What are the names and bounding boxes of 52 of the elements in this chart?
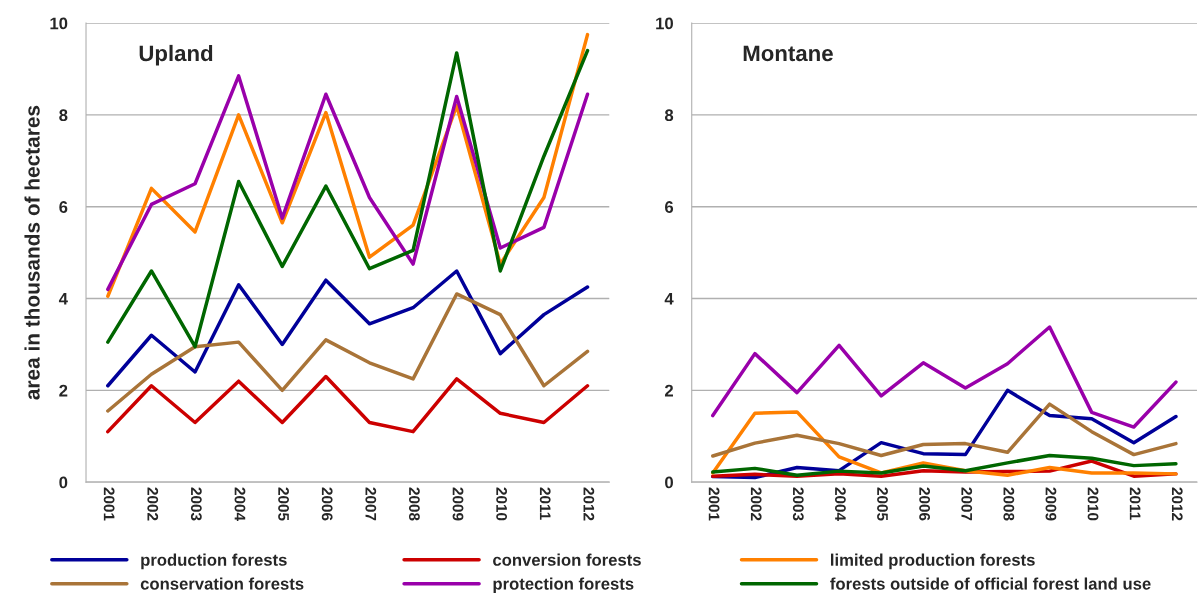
legend-label: forests outside of official forest land use	[830, 577, 1151, 590]
x-tick-label: 2009	[1045, 487, 1057, 521]
y-tick-label: 0	[59, 476, 68, 489]
x-tick-label: 2003	[792, 487, 804, 521]
x-tick-label: 2005	[877, 487, 888, 521]
line-series	[106, 269, 590, 388]
y-axis-title: area in thousands of hectares	[24, 105, 40, 400]
x-tick-label: 2009	[452, 487, 464, 521]
x-tick-label: 2003	[190, 487, 202, 521]
y-tick-label: 8	[59, 109, 68, 122]
x-tick-label: 2004	[234, 487, 246, 521]
x-tick-label: 2011	[1129, 487, 1141, 520]
x-tick-label: 2001	[708, 487, 720, 521]
x-tick-label: 2008	[408, 487, 420, 521]
line-series	[106, 74, 590, 292]
y-tick-label: 10	[656, 17, 673, 30]
line-series	[711, 453, 1178, 477]
x-tick-label: 2006	[321, 487, 333, 521]
x-tick-label: 2012	[1171, 487, 1183, 521]
x-tick-label: 2007	[365, 487, 377, 521]
y-tick-label: 8	[664, 109, 674, 122]
x-tick-label: 2010	[1087, 487, 1099, 521]
legend-label: production forests	[141, 553, 287, 570]
legend-label: protection forests	[493, 577, 634, 593]
y-tick-label: 2	[664, 384, 673, 397]
line-series	[106, 374, 590, 434]
y-tick-label: 0	[665, 476, 673, 489]
text: Montane	[743, 45, 833, 62]
x-tick-label: 2008	[1003, 487, 1015, 521]
x-tick-label: 2011	[539, 487, 551, 520]
legend-label: limited production forests	[831, 553, 1035, 570]
text: Upland	[139, 44, 213, 66]
y-tick-label: 4	[58, 293, 68, 305]
x-tick-label: 2002	[147, 487, 159, 521]
y-tick-label: 2	[59, 384, 68, 397]
y-tick-label: 6	[665, 201, 674, 213]
x-tick-label: 2005	[278, 487, 289, 521]
x-tick-label: 2012	[583, 487, 595, 521]
legend-label: conservation forests	[140, 577, 304, 590]
y-tick-label: 4	[664, 293, 674, 305]
x-tick-label: 2002	[750, 487, 762, 521]
y-tick-label: 10	[50, 17, 68, 30]
line-series	[106, 292, 590, 413]
x-tick-label: 2007	[961, 487, 973, 521]
x-tick-label: 2006	[919, 487, 931, 521]
line-series	[711, 402, 1178, 458]
y-tick-label: 6	[59, 201, 68, 213]
legend-label: conversion forests	[493, 553, 641, 566]
x-tick-label: 2004	[834, 487, 846, 521]
x-tick-label: 2010	[496, 487, 508, 521]
line-series	[711, 325, 1178, 429]
x-tick-label: 2001	[103, 487, 115, 521]
